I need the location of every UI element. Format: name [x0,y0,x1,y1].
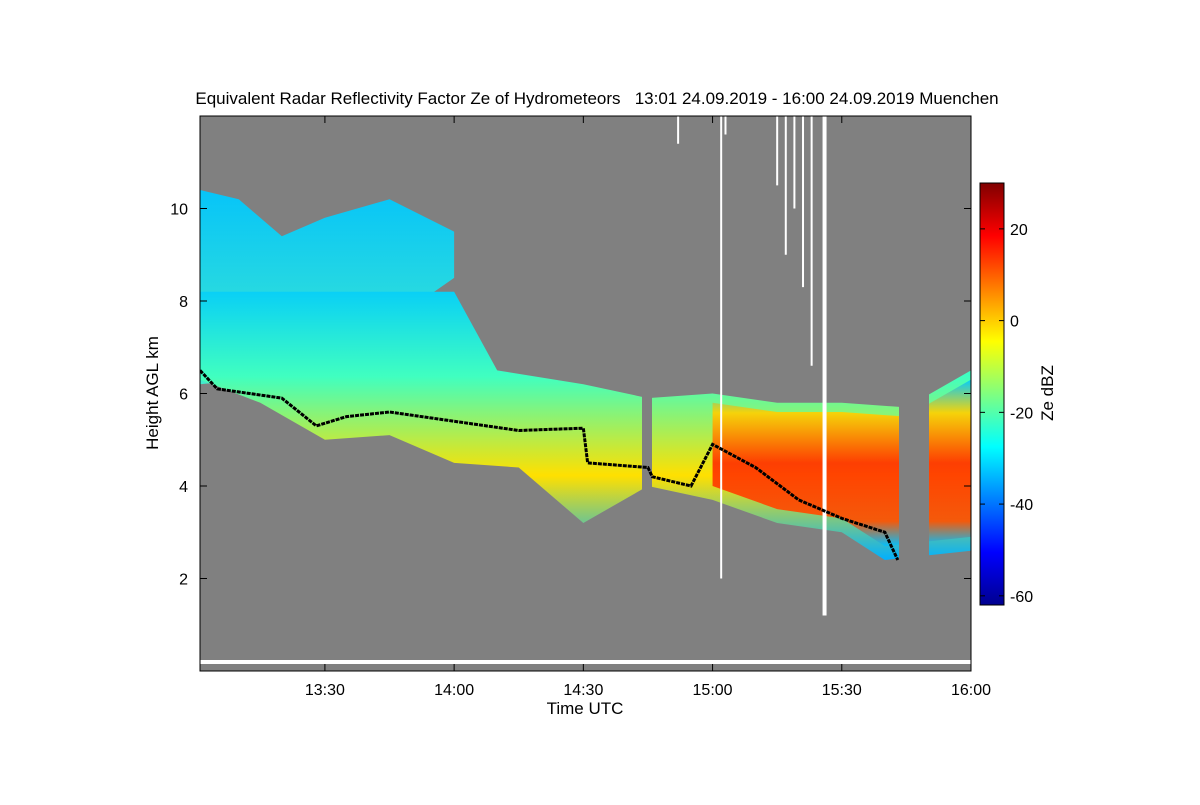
colorbar-tick-label-3: -40 [1010,497,1033,514]
x-tick-label-5: 16:00 [951,682,991,699]
ground-clutter-band [200,660,971,664]
colorbar-label: Ze dBZ [1038,365,1057,421]
colorbar-tick-label-1: 0 [1010,314,1019,331]
plot-area [200,116,971,671]
x-tick-label-3: 15:00 [693,682,733,699]
colorbar-ticks: 20 0 -20 -40 -60 [980,222,1033,606]
y-tick-label-2: 6 [179,387,188,404]
y-axis-label: Height AGL km [143,336,162,450]
artifact-streaks [677,116,827,616]
colorbar-gradient [979,182,1005,606]
chart-title: Equivalent Radar Reflectivity Factor Ze … [195,89,998,108]
y-axis: 2 4 6 8 10 [170,202,971,589]
colorbar-tick-label-4: -60 [1010,589,1033,606]
y-tick-label-4: 10 [170,202,188,219]
data-gap [899,380,929,560]
x-axis-label: Time UTC [547,699,624,718]
x-tick-label-4: 15:30 [822,682,862,699]
y-tick-label-0: 2 [179,572,188,589]
x-axis: 13:30 14:00 14:30 15:00 15:30 16:00 [305,116,991,699]
y-tick-label-1: 4 [179,479,188,496]
x-tick-label-1: 14:00 [434,682,474,699]
x-tick-label-0: 13:30 [305,682,345,699]
colorbar-tick-label-0: 20 [1010,222,1028,239]
colorbar: 20 0 -20 -40 -60 Ze dBZ [979,182,1057,606]
x-tick-label-2: 14:30 [563,682,603,699]
y-tick-label-3: 8 [179,294,188,311]
colorbar-tick-label-2: -20 [1010,405,1033,422]
data-gap-2 [642,380,652,490]
